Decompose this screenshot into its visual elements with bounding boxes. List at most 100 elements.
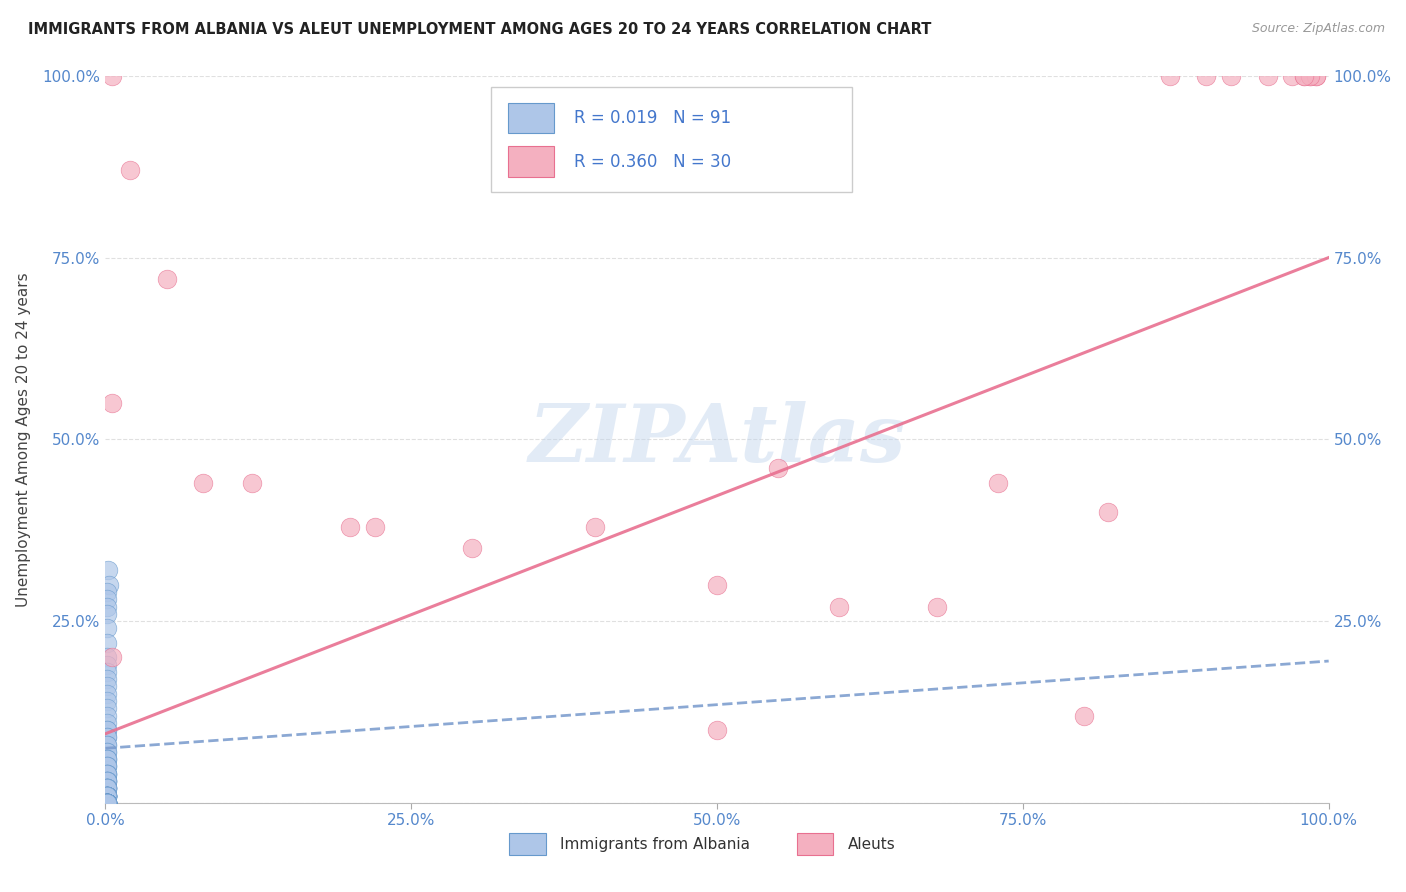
- Point: [339, 519, 361, 533]
- Point: [240, 475, 263, 490]
- Text: R = 0.019   N = 91: R = 0.019 N = 91: [574, 109, 731, 127]
- Point: [96, 796, 118, 810]
- Point: [96, 796, 118, 810]
- Point: [96, 752, 118, 766]
- Point: [96, 789, 118, 803]
- Point: [96, 774, 118, 789]
- Point: [1281, 69, 1303, 83]
- Text: IMMIGRANTS FROM ALBANIA VS ALEUT UNEMPLOYMENT AMONG AGES 20 TO 24 YEARS CORRELAT: IMMIGRANTS FROM ALBANIA VS ALEUT UNEMPLO…: [28, 22, 932, 37]
- Point: [96, 752, 118, 766]
- Point: [96, 766, 118, 780]
- Bar: [508, 146, 554, 177]
- Point: [1299, 69, 1322, 83]
- Point: [96, 592, 118, 607]
- Bar: [509, 833, 546, 855]
- Point: [96, 731, 118, 745]
- Point: [96, 665, 118, 679]
- Point: [96, 774, 118, 789]
- Point: [96, 796, 118, 810]
- Point: [97, 563, 120, 577]
- Point: [100, 69, 122, 83]
- Point: [96, 585, 118, 599]
- Text: R = 0.360   N = 30: R = 0.360 N = 30: [574, 153, 731, 170]
- Point: [1195, 69, 1218, 83]
- Point: [96, 796, 118, 810]
- Point: [96, 781, 118, 796]
- Point: [1159, 69, 1181, 83]
- Point: [96, 766, 118, 780]
- Point: [96, 680, 118, 694]
- Point: [96, 789, 118, 803]
- Point: [96, 789, 118, 803]
- Point: [96, 796, 118, 810]
- Text: ZIPAtlas: ZIPAtlas: [529, 401, 905, 478]
- Point: [96, 796, 118, 810]
- Point: [96, 796, 118, 810]
- Point: [96, 789, 118, 803]
- Point: [96, 796, 118, 810]
- Point: [96, 796, 118, 810]
- Point: [96, 708, 118, 723]
- Point: [96, 781, 118, 796]
- Point: [96, 796, 118, 810]
- Point: [96, 796, 118, 810]
- Point: [96, 745, 118, 759]
- Text: Aleuts: Aleuts: [848, 837, 896, 852]
- Point: [96, 796, 118, 810]
- Point: [96, 621, 118, 635]
- Point: [1294, 69, 1316, 83]
- Point: [96, 723, 118, 737]
- Point: [96, 723, 118, 737]
- Point: [100, 650, 122, 665]
- Point: [96, 752, 118, 766]
- Point: [706, 578, 728, 592]
- Bar: [797, 833, 834, 855]
- Point: [96, 715, 118, 730]
- Point: [96, 759, 118, 773]
- Point: [96, 796, 118, 810]
- Point: [96, 636, 118, 650]
- Point: [1219, 69, 1241, 83]
- Point: [96, 657, 118, 672]
- Point: [1299, 69, 1322, 83]
- Point: [96, 789, 118, 803]
- Point: [96, 796, 118, 810]
- Point: [96, 789, 118, 803]
- Point: [96, 796, 118, 810]
- Point: [96, 781, 118, 796]
- Point: [461, 541, 484, 556]
- Point: [768, 461, 790, 475]
- Point: [118, 163, 141, 178]
- Point: [1305, 69, 1327, 83]
- Point: [96, 796, 118, 810]
- Point: [96, 774, 118, 789]
- Bar: [508, 103, 554, 133]
- Point: [1256, 69, 1278, 83]
- Point: [96, 796, 118, 810]
- Point: [96, 796, 118, 810]
- Point: [96, 759, 118, 773]
- Point: [1097, 505, 1119, 519]
- Point: [96, 701, 118, 715]
- Point: [96, 781, 118, 796]
- Y-axis label: Unemployment Among Ages 20 to 24 years: Unemployment Among Ages 20 to 24 years: [17, 272, 31, 607]
- Point: [96, 796, 118, 810]
- Point: [96, 796, 118, 810]
- Point: [96, 774, 118, 789]
- Text: Immigrants from Albania: Immigrants from Albania: [561, 837, 751, 852]
- Point: [193, 475, 215, 490]
- Point: [156, 272, 179, 286]
- Point: [96, 796, 118, 810]
- Point: [96, 789, 118, 803]
- Point: [96, 759, 118, 773]
- Bar: [491, 87, 852, 192]
- Point: [828, 599, 851, 614]
- Point: [96, 789, 118, 803]
- Point: [98, 578, 121, 592]
- Point: [96, 789, 118, 803]
- Point: [987, 475, 1010, 490]
- Point: [96, 694, 118, 708]
- Point: [96, 789, 118, 803]
- Point: [96, 789, 118, 803]
- Point: [96, 789, 118, 803]
